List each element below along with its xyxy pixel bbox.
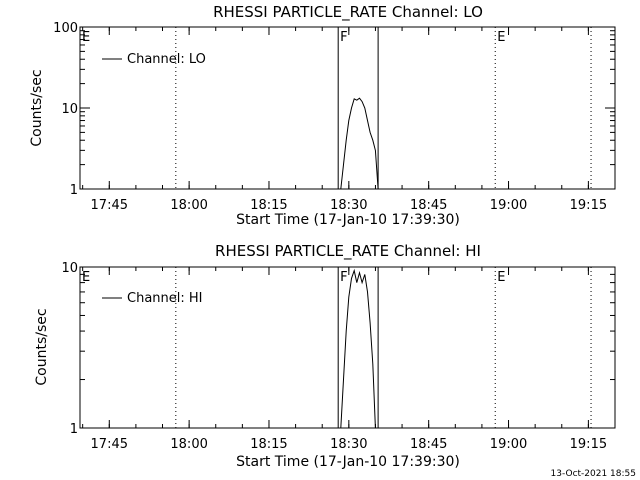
x-tick-label: 19:00 (490, 437, 527, 452)
flag-label: E (497, 270, 505, 285)
x-tick-label: 18:00 (170, 198, 207, 213)
x-tick-label: 19:15 (570, 437, 607, 452)
y-tick-label: 1 (70, 422, 78, 437)
y-tick-label: 10 (61, 102, 78, 117)
x-tick-label: 18:00 (170, 437, 207, 452)
x-tick-label: 18:30 (330, 198, 367, 213)
x-tick-label: 17:45 (91, 198, 128, 213)
panel-hi-frame (79, 266, 616, 429)
x-tick-label: 18:45 (410, 437, 447, 452)
x-tick-label: 18:15 (250, 198, 287, 213)
x-tick-label: 18:30 (330, 437, 367, 452)
series-line (340, 97, 379, 190)
x-tick-label: 18:15 (250, 437, 287, 452)
x-tick-label: 18:45 (410, 198, 447, 213)
flag-label: F (340, 270, 347, 285)
panel-hi-title: RHESSI PARTICLE_RATE Channel: HI (215, 242, 481, 261)
panel-hi-ylabel: Counts/sec (34, 308, 50, 385)
x-tick-label: 19:15 (570, 198, 607, 213)
flag-label: E (82, 270, 90, 285)
flag-label: E (82, 30, 90, 45)
panel-lo-title: RHESSI PARTICLE_RATE Channel: LO (213, 3, 483, 22)
panel-hi-legend: Channel: HI (102, 291, 203, 306)
flag-label: F (340, 30, 347, 45)
y-tick-label: 1 (70, 183, 78, 198)
panel-lo-xlabel: Start Time (17-Jan-10 17:39:30) (236, 212, 460, 228)
x-tick-label: 17:45 (91, 437, 128, 452)
series-line (340, 268, 376, 429)
x-tick-label: 19:00 (490, 198, 527, 213)
panel-hi-xlabel: Start Time (17-Jan-10 17:39:30) (236, 454, 460, 470)
flag-label: E (497, 30, 505, 45)
footer-timestamp: 13-Oct-2021 18:55 (551, 469, 636, 479)
y-tick-label: 10 (61, 261, 78, 276)
legend-label: Channel: LO (127, 52, 206, 67)
panel-lo-ylabel: Counts/sec (29, 69, 45, 146)
panel-lo-legend: Channel: LO (102, 52, 206, 67)
legend-label: Channel: HI (127, 291, 203, 306)
panel-hi: RHESSI PARTICLE_RATE Channel: HI E F E 17:… (34, 242, 616, 470)
panel-lo: RHESSI PARTICLE_RATE Channel: LO E F E 17:… (29, 3, 616, 228)
y-tick-label: 100 (53, 21, 78, 36)
